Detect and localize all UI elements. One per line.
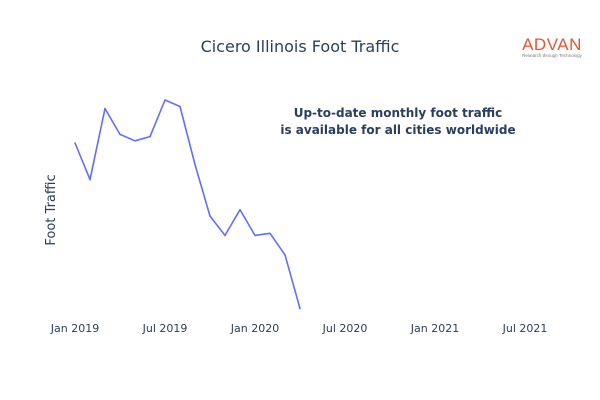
data-point [164, 99, 166, 101]
data-point [299, 307, 301, 310]
data-point [179, 105, 181, 108]
data-point [149, 135, 151, 138]
x-tick-label: Jan 2020 [230, 322, 279, 335]
annotation-line-2: is available for all cities worldwide [280, 123, 515, 137]
x-axis-ticks: Jan 2019 Jul 2019 Jan 2020 Jul 2020 Jan 2021… [50, 322, 548, 335]
data-point [239, 208, 241, 211]
x-tick-label: Jan 2019 [50, 322, 99, 335]
data-point [269, 232, 271, 235]
x-tick-label: Jul 2019 [142, 322, 188, 335]
y-axis-label: Foot Traffic [44, 174, 59, 245]
x-tick-label: Jul 2020 [322, 322, 368, 335]
x-tick-label: Jan 2021 [410, 322, 459, 335]
data-point [284, 254, 286, 256]
chart-title: Cicero Illinois Foot Traffic [201, 37, 400, 56]
brand-name: ADVAN [522, 35, 582, 54]
annotation-line-1: Up-to-date monthly foot traffic [294, 106, 503, 120]
brand-tagline: Research through Technology [522, 53, 582, 58]
data-point [119, 133, 121, 136]
data-point [224, 234, 226, 237]
series-line [74, 99, 301, 309]
x-tick-label: Jul 2021 [502, 322, 548, 335]
data-point [209, 215, 211, 217]
data-point [89, 178, 91, 181]
data-point [104, 107, 106, 110]
data-point [254, 234, 256, 237]
data-point [74, 142, 76, 144]
data-point [194, 163, 196, 166]
brand-logo: ADVAN Research through Technology [522, 35, 583, 58]
data-point [134, 140, 136, 142]
series-traffic [74, 99, 301, 310]
